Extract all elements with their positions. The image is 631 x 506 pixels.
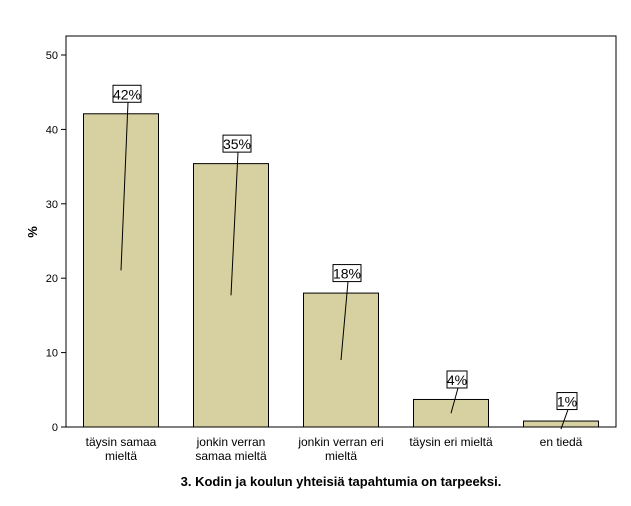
- data-label-leader: [230, 152, 239, 296]
- x-tick-label: täysin eri mieltä: [409, 435, 493, 449]
- data-label: 1%: [557, 394, 577, 410]
- data-label-box: [112, 84, 142, 103]
- x-tick-label: mieltä: [105, 449, 137, 463]
- x-tick-label: jonkin verran: [196, 435, 266, 449]
- data-label: 4%: [447, 372, 467, 388]
- x-tick-label: en tiedä: [540, 435, 583, 449]
- x-tick-label: täysin samaa: [86, 435, 157, 449]
- x-tick-label: samaa mieltä: [195, 449, 267, 463]
- x-tick-label: mieltä: [325, 449, 357, 463]
- y-tick-label: 30: [46, 199, 58, 211]
- data-label: 35%: [223, 136, 251, 152]
- y-axis-title: %: [25, 226, 40, 238]
- data-label-box: [446, 370, 468, 389]
- y-tick-label: 0: [52, 422, 58, 434]
- y-tick-label: 50: [46, 50, 58, 62]
- data-label-leader: [340, 281, 349, 361]
- data-label-box: [332, 264, 362, 283]
- data-label: 18%: [333, 266, 361, 282]
- x-axis-title: 3. Kodin ja koulun yhteisiä tapahtumia o…: [181, 474, 502, 489]
- y-tick-label: 40: [46, 124, 58, 136]
- y-tick-label: 20: [46, 273, 58, 285]
- data-label-box: [222, 134, 252, 153]
- data-label: 42%: [113, 86, 141, 102]
- x-tick-label: jonkin verran eri: [297, 435, 383, 449]
- data-label-box: [556, 392, 578, 411]
- data-label-leader: [560, 409, 569, 430]
- bar: [523, 420, 599, 428]
- data-label-leader: [450, 387, 459, 414]
- data-label-leader: [120, 102, 129, 271]
- y-tick-label: 10: [46, 348, 58, 360]
